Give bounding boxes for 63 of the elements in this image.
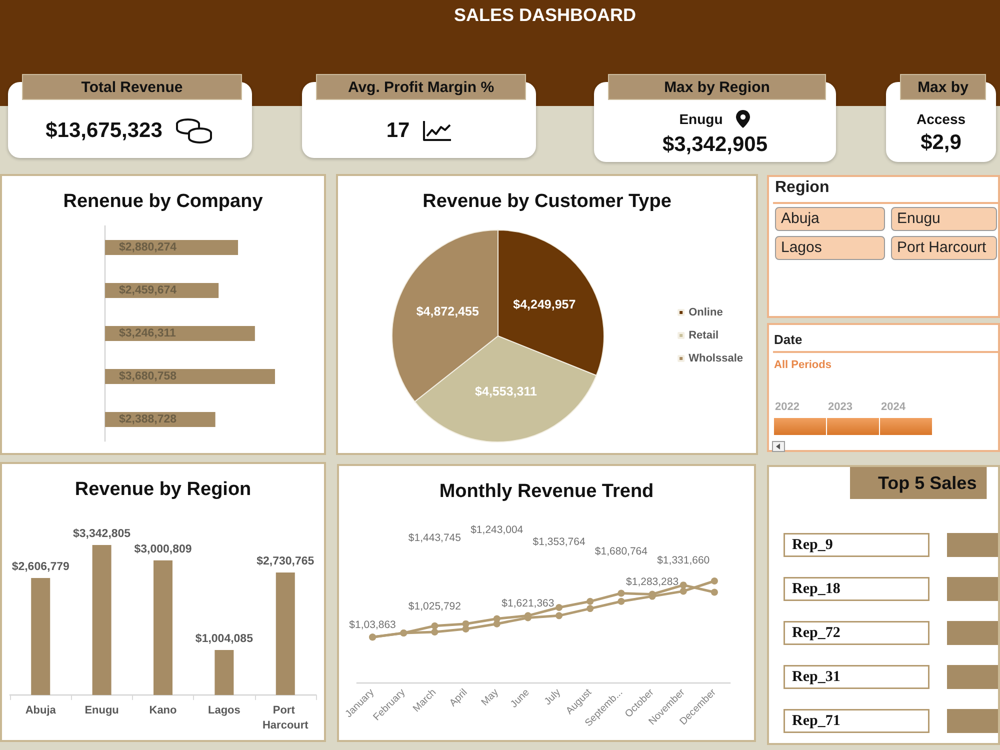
data-label: $2,388,728 [119,414,178,426]
x-tick-label: May [480,687,501,708]
text: 17 [386,119,410,143]
data-label: $2,606,779 [12,561,70,574]
data-label: $4,249,957 [513,298,576,312]
legend-label: Retail [688,330,719,342]
chart-title: Revenue by Region [74,479,252,500]
data-label: $2,880,274 [119,242,178,254]
text: SALES DASHBOARD [452,5,637,26]
y-tick-label: Rep_9 [792,537,833,553]
text: All Periods [774,359,832,371]
x-tick-label: Lagos [208,704,240,716]
data-label: $1,004,085 [195,632,254,645]
annotation: $1,025,792 [408,600,462,612]
text: $3,342,905 [662,133,768,157]
text: $13,675,323 [46,119,162,143]
data-label: $3,000,809 [134,543,192,556]
x-tick-label: Kano [149,704,178,716]
text: $2,9 [920,131,962,155]
data-label: $4,553,311 [475,384,537,398]
annotation: $1,03,863 [349,618,396,631]
y-tick-label: Rep_72 [792,625,840,641]
x-tick-label: Port Harcourt [262,704,309,732]
text: Max by [900,74,986,100]
legend-label: Wholssale [688,352,743,364]
legend-label: Online [688,306,723,318]
filter-button: Port Harcourt [891,236,997,260]
text: 2022 [775,401,800,413]
data-label: $3,246,311 [119,328,177,340]
text: $1,680,764 [594,545,648,558]
chart-title: Revenue by Customer Type [422,191,672,212]
text: $1,353,764 [532,536,586,548]
y-tick-label: Rep_31 [792,669,840,685]
data-label: $3,680,758 [119,370,178,382]
text: Total Revenue [22,74,242,100]
text: 2023 [828,401,852,413]
x-tick-label: July [542,687,563,708]
annotation: $1,283,283 [626,576,679,588]
filter-button: Enugu [891,207,997,231]
y-tick-label: Rep_18 [792,581,840,597]
y-tick-label: Rep_71 [792,713,840,729]
data-label: $2,730,765 [256,555,315,568]
filter-button: Lagos [775,236,885,260]
x-tick-label: Enugu [84,704,119,716]
text: 2024 [881,401,906,413]
text: Date [774,332,802,347]
chart-title: Monthly Revenue Trend [439,481,654,502]
chart-title: Renenue by Company [63,191,264,212]
text: Avg. Profit Margin % [316,74,526,100]
data-label: $2,459,674 [119,284,178,296]
data-label: $3,342,805 [73,528,132,540]
text: $1,243,004 [470,524,524,536]
filter-button: Abuja [775,207,885,231]
x-tick-label: Abuja [25,704,57,716]
text: Enugu [679,111,723,127]
annotation: $1,621,363 [502,597,554,610]
text: Region [775,179,830,197]
data-label: $4,872,455 [416,304,479,319]
text: Max by Region [608,74,826,100]
text: $1,443,745 [408,532,462,544]
text: $1,331,660 [657,554,710,567]
chart-title: Top 5 Sales [878,473,977,493]
text: Access [916,111,966,127]
